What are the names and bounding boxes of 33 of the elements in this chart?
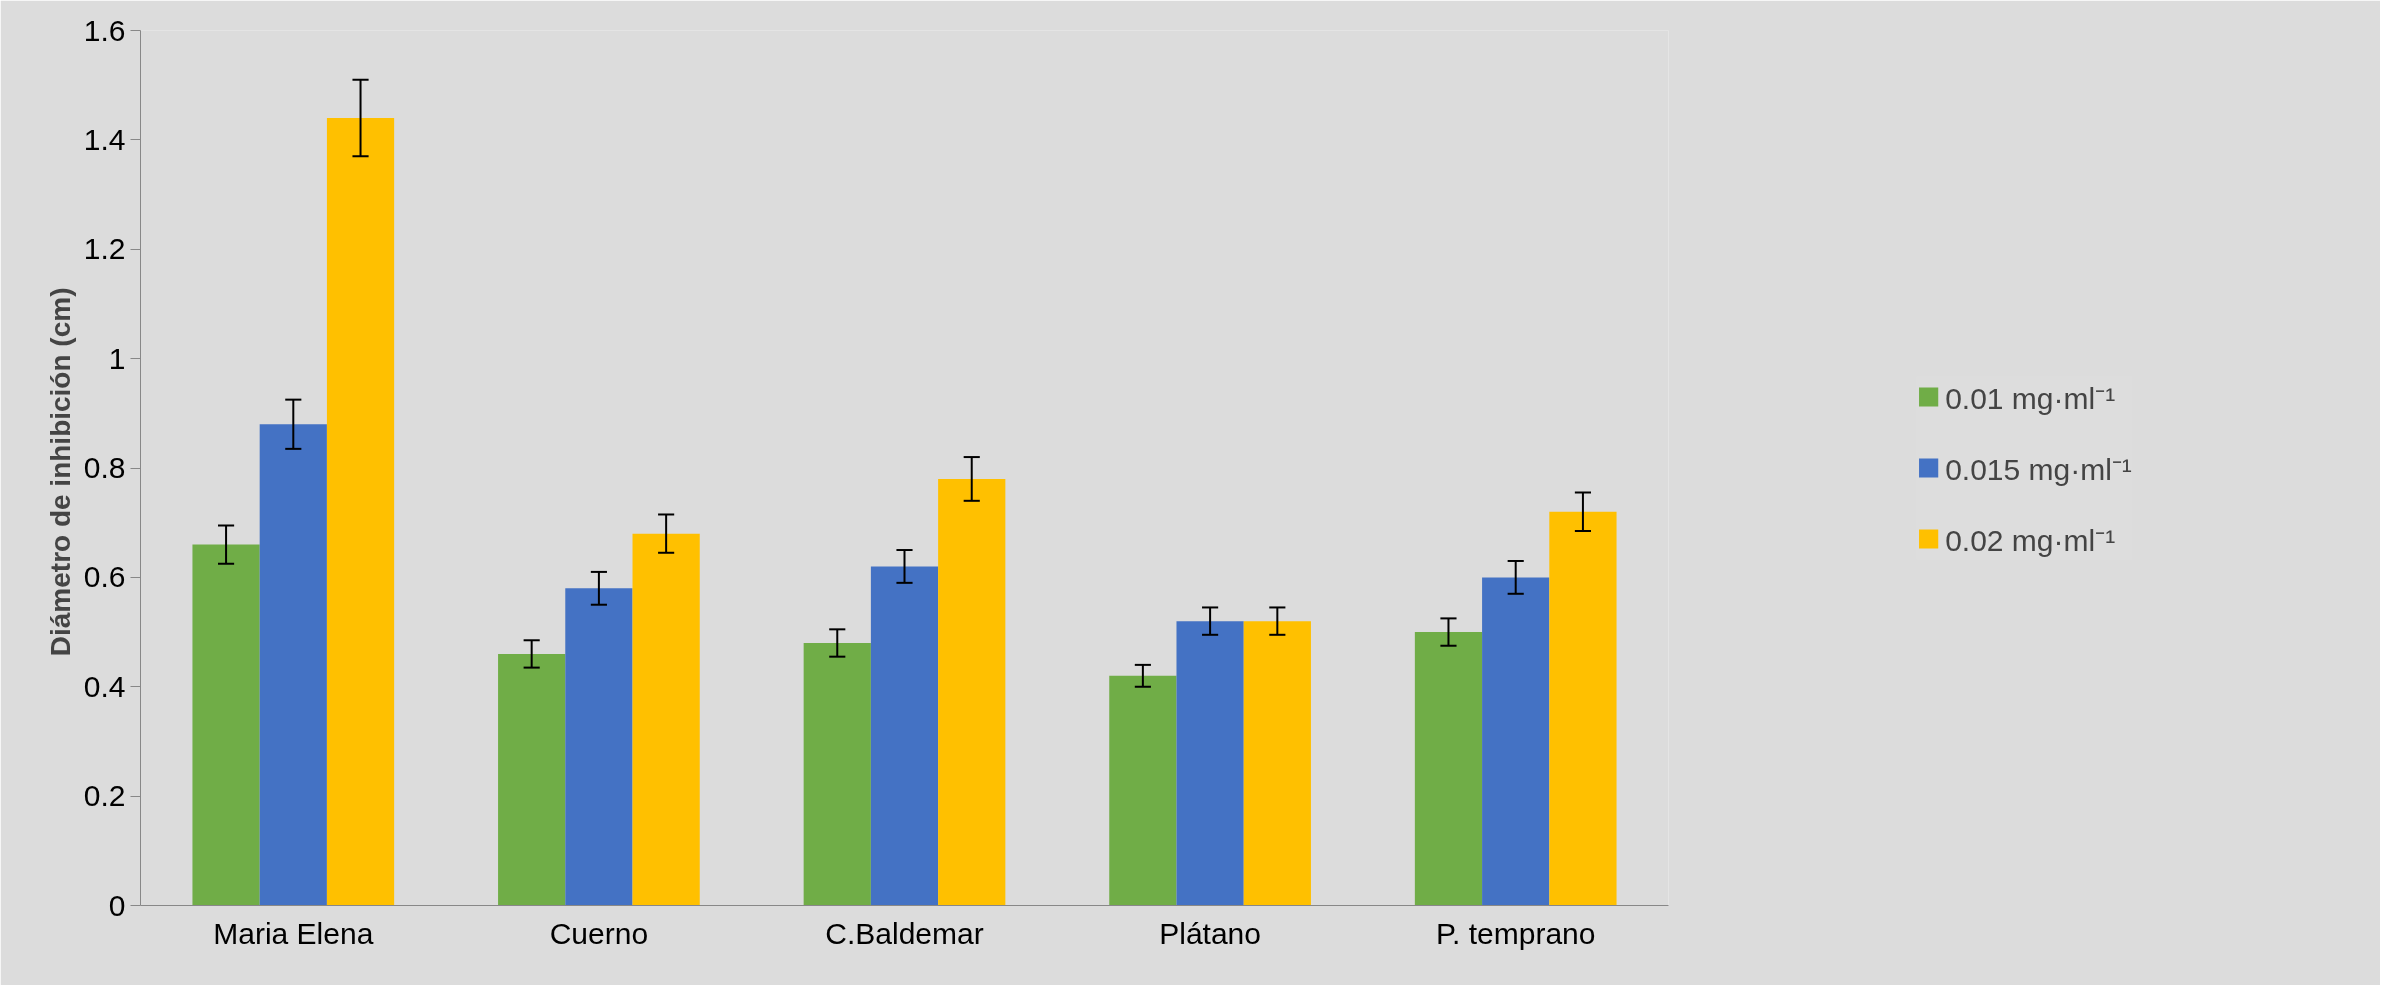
bar — [498, 653, 566, 906]
bar — [1482, 577, 1550, 906]
y-tick-label: 1.6 — [83, 13, 126, 47]
bar — [326, 118, 395, 906]
bar — [803, 643, 871, 906]
bar — [259, 424, 327, 906]
bar — [870, 566, 939, 906]
legend-label: 0.01 mg·ml⁻¹ — [1945, 380, 2116, 417]
y-tick-label: 1 — [108, 341, 126, 375]
y-tick-label: 0.2 — [83, 779, 126, 813]
x-tick-label: Cuerno — [549, 916, 649, 950]
bar — [1109, 675, 1177, 906]
y-tick-label: 1.2 — [83, 232, 126, 266]
bar — [565, 588, 633, 906]
legend-label: 0.015 mg·ml⁻¹ — [1945, 451, 2132, 488]
y-tick-label: 0.8 — [83, 451, 126, 484]
legend-label: 0.02 mg·ml⁻¹ — [1945, 522, 2116, 559]
bar — [632, 533, 700, 906]
x-tick-label: Maria Elena — [213, 916, 374, 950]
y-tick-label: 1.4 — [83, 122, 126, 156]
bar — [1549, 511, 1617, 906]
bar — [1176, 621, 1244, 906]
y-tick-label: 0 — [108, 888, 126, 922]
bar — [192, 544, 260, 906]
y-axis-title: Diámetro de inhibición (cm) — [44, 287, 76, 657]
y-tick-label: 0.4 — [83, 669, 126, 703]
x-tick-label: Plátano — [1159, 916, 1261, 950]
x-tick-label: C.Baldemar — [825, 916, 984, 950]
bar — [938, 478, 1006, 906]
y-tick-label: 0.6 — [83, 560, 126, 594]
x-tick-label: P. temprano — [1435, 916, 1596, 950]
bar — [1414, 632, 1483, 906]
bar — [1243, 621, 1311, 906]
